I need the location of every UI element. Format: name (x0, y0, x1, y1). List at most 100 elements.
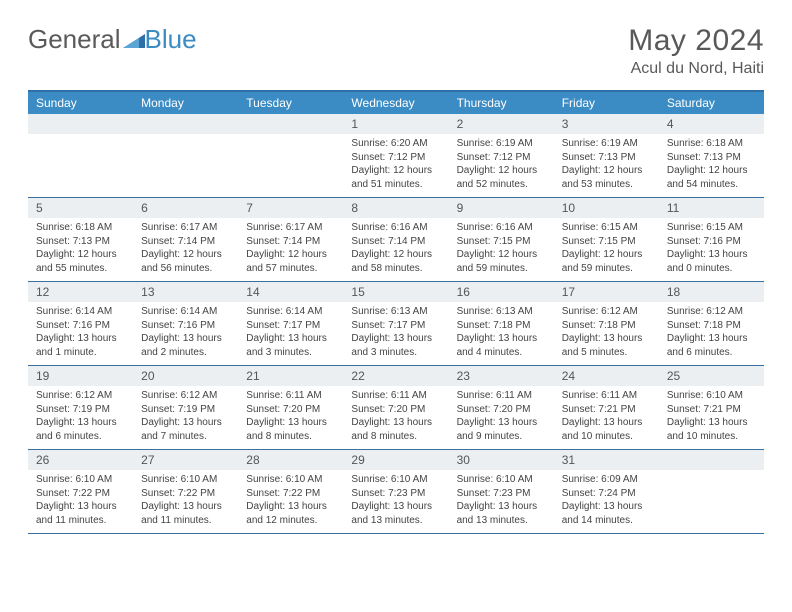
day-cell: 28Sunrise: 6:10 AMSunset: 7:22 PMDayligh… (238, 450, 343, 533)
info-line: Daylight: 13 hours (36, 416, 125, 430)
day-info: Sunrise: 6:12 AMSunset: 7:18 PMDaylight:… (554, 302, 659, 365)
info-line: Sunset: 7:13 PM (36, 235, 125, 249)
logo-triangle-icon (123, 24, 145, 55)
day-cell: 10Sunrise: 6:15 AMSunset: 7:15 PMDayligh… (554, 198, 659, 281)
day-number: 12 (28, 282, 133, 302)
info-line: Sunrise: 6:11 AM (351, 389, 440, 403)
info-line: Daylight: 13 hours (36, 500, 125, 514)
dayname: Monday (133, 92, 238, 114)
info-line: Sunset: 7:21 PM (562, 403, 651, 417)
info-line: and 59 minutes. (457, 262, 546, 276)
day-info: Sunrise: 6:16 AMSunset: 7:15 PMDaylight:… (449, 218, 554, 281)
info-line: Sunset: 7:17 PM (246, 319, 335, 333)
day-info: Sunrise: 6:20 AMSunset: 7:12 PMDaylight:… (343, 134, 448, 197)
day-cell: . (28, 114, 133, 197)
info-line: and 11 minutes. (36, 514, 125, 528)
info-line: Daylight: 13 hours (246, 332, 335, 346)
info-line: Sunrise: 6:20 AM (351, 137, 440, 151)
day-cell: 19Sunrise: 6:12 AMSunset: 7:19 PMDayligh… (28, 366, 133, 449)
week-row: 19Sunrise: 6:12 AMSunset: 7:19 PMDayligh… (28, 366, 764, 450)
info-line: and 55 minutes. (36, 262, 125, 276)
info-line: Daylight: 13 hours (667, 332, 756, 346)
day-number: 10 (554, 198, 659, 218)
info-line: Sunset: 7:16 PM (36, 319, 125, 333)
info-line: Sunrise: 6:13 AM (457, 305, 546, 319)
info-line: Sunrise: 6:10 AM (457, 473, 546, 487)
info-line: Daylight: 13 hours (667, 416, 756, 430)
day-number: 19 (28, 366, 133, 386)
info-line: Sunrise: 6:09 AM (562, 473, 651, 487)
info-line: and 52 minutes. (457, 178, 546, 192)
info-line: and 6 minutes. (667, 346, 756, 360)
info-line: Sunset: 7:19 PM (141, 403, 230, 417)
info-line: Sunset: 7:16 PM (667, 235, 756, 249)
dayname: Thursday (449, 92, 554, 114)
info-line: Daylight: 13 hours (457, 332, 546, 346)
info-line: and 2 minutes. (141, 346, 230, 360)
day-number: 8 (343, 198, 448, 218)
day-cell: 15Sunrise: 6:13 AMSunset: 7:17 PMDayligh… (343, 282, 448, 365)
info-line: Daylight: 13 hours (667, 248, 756, 262)
info-line: Sunset: 7:18 PM (457, 319, 546, 333)
day-cell: . (133, 114, 238, 197)
info-line: Sunset: 7:22 PM (246, 487, 335, 501)
info-line: Sunset: 7:14 PM (351, 235, 440, 249)
info-line: and 4 minutes. (457, 346, 546, 360)
day-number: . (238, 114, 343, 134)
info-line: Daylight: 13 hours (141, 500, 230, 514)
day-number: 9 (449, 198, 554, 218)
week-row: 12Sunrise: 6:14 AMSunset: 7:16 PMDayligh… (28, 282, 764, 366)
week-row: 26Sunrise: 6:10 AMSunset: 7:22 PMDayligh… (28, 450, 764, 534)
dayname: Saturday (659, 92, 764, 114)
header-right: May 2024 Acul du Nord, Haiti (628, 24, 764, 78)
info-line: and 8 minutes. (246, 430, 335, 444)
info-line: and 3 minutes. (351, 346, 440, 360)
day-info: Sunrise: 6:11 AMSunset: 7:21 PMDaylight:… (554, 386, 659, 449)
header: General Blue May 2024 Acul du Nord, Hait… (28, 24, 764, 78)
day-number: 2 (449, 114, 554, 134)
day-info: Sunrise: 6:18 AMSunset: 7:13 PMDaylight:… (28, 218, 133, 281)
day-info: Sunrise: 6:15 AMSunset: 7:15 PMDaylight:… (554, 218, 659, 281)
info-line: Sunrise: 6:19 AM (562, 137, 651, 151)
info-line: Daylight: 13 hours (562, 500, 651, 514)
info-line: Sunset: 7:17 PM (351, 319, 440, 333)
day-number: 31 (554, 450, 659, 470)
info-line: Daylight: 13 hours (246, 500, 335, 514)
info-line: Daylight: 12 hours (562, 248, 651, 262)
info-line: Sunset: 7:21 PM (667, 403, 756, 417)
info-line: Sunset: 7:20 PM (246, 403, 335, 417)
day-cell: 8Sunrise: 6:16 AMSunset: 7:14 PMDaylight… (343, 198, 448, 281)
info-line: and 7 minutes. (141, 430, 230, 444)
weeks-container: ...1Sunrise: 6:20 AMSunset: 7:12 PMDayli… (28, 114, 764, 534)
info-line: and 1 minute. (36, 346, 125, 360)
info-line: Daylight: 13 hours (351, 416, 440, 430)
info-line: Sunrise: 6:18 AM (667, 137, 756, 151)
day-info: Sunrise: 6:10 AMSunset: 7:21 PMDaylight:… (659, 386, 764, 449)
info-line: Sunset: 7:22 PM (141, 487, 230, 501)
day-cell: 29Sunrise: 6:10 AMSunset: 7:23 PMDayligh… (343, 450, 448, 533)
info-line: and 14 minutes. (562, 514, 651, 528)
day-cell: . (659, 450, 764, 533)
day-cell: 12Sunrise: 6:14 AMSunset: 7:16 PMDayligh… (28, 282, 133, 365)
info-line: Daylight: 13 hours (141, 332, 230, 346)
info-line: and 54 minutes. (667, 178, 756, 192)
info-line: and 11 minutes. (141, 514, 230, 528)
day-number: 23 (449, 366, 554, 386)
day-number: 7 (238, 198, 343, 218)
info-line: Sunset: 7:18 PM (562, 319, 651, 333)
info-line: and 12 minutes. (246, 514, 335, 528)
day-number: 26 (28, 450, 133, 470)
info-line: Daylight: 12 hours (141, 248, 230, 262)
day-cell: 2Sunrise: 6:19 AMSunset: 7:12 PMDaylight… (449, 114, 554, 197)
dayname: Tuesday (238, 92, 343, 114)
day-cell: 7Sunrise: 6:17 AMSunset: 7:14 PMDaylight… (238, 198, 343, 281)
info-line: and 58 minutes. (351, 262, 440, 276)
info-line: Sunrise: 6:15 AM (667, 221, 756, 235)
day-info: Sunrise: 6:10 AMSunset: 7:22 PMDaylight:… (238, 470, 343, 533)
info-line: Sunset: 7:20 PM (351, 403, 440, 417)
info-line: Daylight: 13 hours (36, 332, 125, 346)
info-line: Daylight: 12 hours (36, 248, 125, 262)
info-line: Sunset: 7:23 PM (457, 487, 546, 501)
info-line: Daylight: 13 hours (562, 416, 651, 430)
day-info: Sunrise: 6:10 AMSunset: 7:23 PMDaylight:… (449, 470, 554, 533)
